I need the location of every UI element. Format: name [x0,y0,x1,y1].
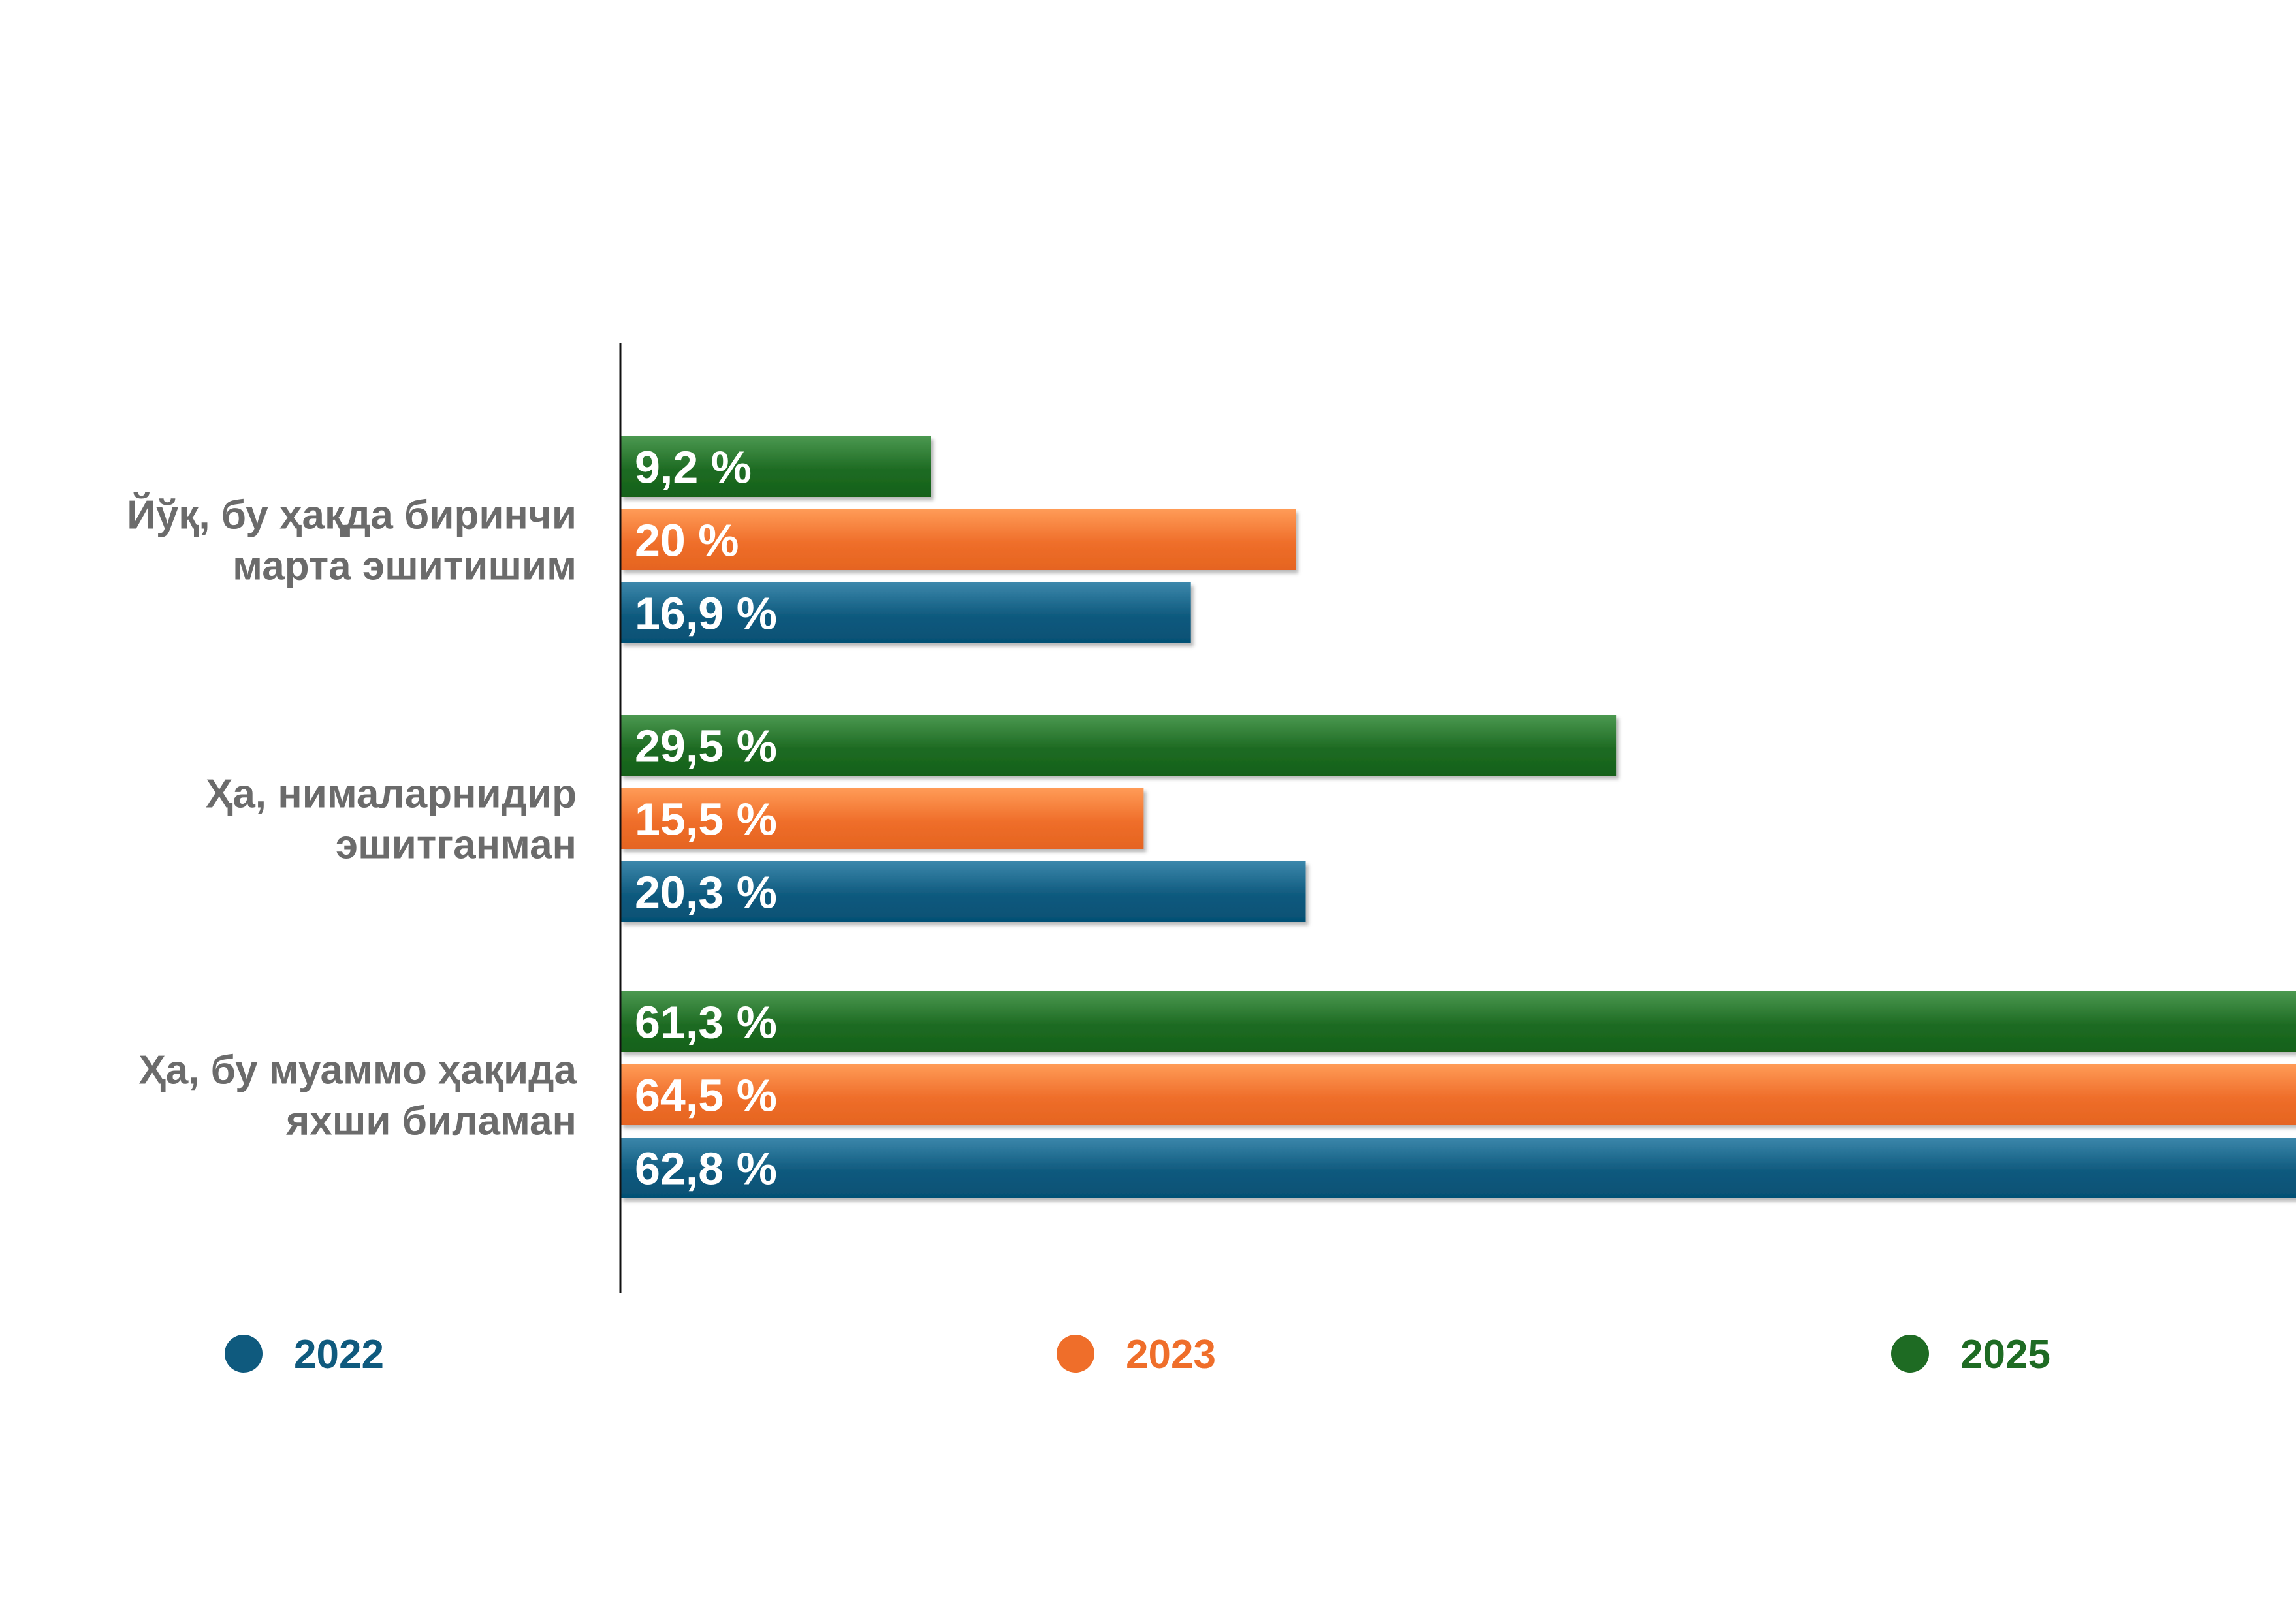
value-label-2023-cat-1: 15,5 % [635,794,777,845]
category-label-1-line-1: эшитганман [336,823,577,868]
legend-label-2025: 2025 [1960,1332,2050,1377]
value-label-2022-cat-1: 20,3 % [635,867,777,918]
value-label-2022-cat-2: 62,8 % [635,1143,777,1194]
category-labels-layer: Йўқ, бу ҳақда биринчи марта эшитишим Ҳа, н… [127,492,577,1144]
value-label-2022-cat-0: 16,9 % [635,588,777,639]
bar-2022-cat-0 [620,582,1191,643]
legend-label-2023: 2023 [1126,1332,1216,1377]
category-label-2-line-0: Ҳа, бу муаммо ҳақида [138,1048,577,1093]
category-label-2-line-1: яхши биламан [285,1099,577,1144]
value-label-2025-cat-2: 61,3 % [635,997,777,1048]
bar-2022-cat-1 [620,861,1306,922]
bar-2025-cat-1 [620,715,1617,776]
value-label-2023-cat-0: 20 % [635,515,739,566]
bar-2023-cat-0 [620,509,1296,570]
bars-layer: 9,2 % 20 % 16,9 % 29,5 % 15,5 % 20,3 % 61,3 % 6… [620,436,2296,1198]
value-label-2025-cat-1: 29,5 % [635,721,777,772]
legend-marker-2025 [1891,1335,1929,1373]
category-label-1-line-0: Ҳа, нималарнидир [206,772,577,817]
bar-2025-cat-2 [620,991,2296,1052]
value-label-2023-cat-2: 64,5 % [635,1070,777,1121]
bar-2022-cat-2 [620,1138,2296,1198]
legend: 2022 2023 2025 [225,1332,2050,1377]
bar-2023-cat-2 [620,1064,2296,1125]
legend-label-2022: 2022 [294,1332,384,1377]
legend-marker-2022 [225,1335,263,1373]
bar-2025-cat-0 [620,436,931,497]
bar-2023-cat-1 [620,788,1144,849]
value-label-2025-cat-0: 9,2 % [635,442,752,493]
category-label-0-line-0: Йўқ, бу ҳақда биринчи [127,492,577,538]
category-label-0-line-1: марта эшитишим [232,544,577,589]
legend-marker-2023 [1057,1335,1094,1373]
